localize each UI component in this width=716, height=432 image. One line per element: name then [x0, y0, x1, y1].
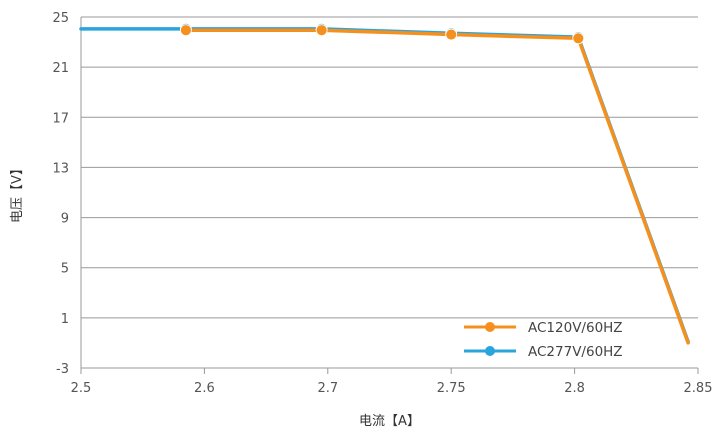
x-tick-label: 2.8 — [564, 381, 585, 396]
legend-swatch-marker — [485, 346, 495, 356]
grid-lines — [80, 16, 698, 369]
x-tick-label: 2.7 — [317, 381, 338, 396]
data-point — [572, 32, 585, 45]
data-point — [445, 28, 458, 41]
series-lines — [79, 23, 690, 345]
legend-item-1: AC277V/60HZ — [464, 344, 623, 360]
legend: AC120V/60HZ AC277V/60HZ — [464, 320, 623, 360]
y-tick-label: 21 — [52, 61, 69, 76]
y-axis-ticks: -3 1 5 9 13 17 21 25 — [52, 11, 69, 377]
y-tick-label: 13 — [52, 161, 69, 176]
legend-swatch-marker — [485, 322, 495, 332]
y-axis-title: 电压【V】 — [10, 162, 25, 223]
series-line-1 — [79, 27, 690, 344]
data-point — [179, 24, 192, 37]
y-tick-label: 17 — [52, 111, 69, 126]
y-tick-label: 1 — [61, 312, 69, 327]
series-line-0 — [184, 28, 690, 345]
y-tick-label: 5 — [61, 262, 69, 277]
x-tick-label: 2.85 — [684, 381, 713, 396]
x-tick-label: 2.5 — [71, 381, 92, 396]
x-tick-label: 2.6 — [194, 381, 215, 396]
x-axis-title: 电流【A】 — [359, 414, 420, 429]
legend-label: AC277V/60HZ — [528, 344, 623, 360]
y-tick-label: 25 — [52, 11, 69, 26]
y-tick-label: 9 — [61, 212, 69, 227]
legend-item-0: AC120V/60HZ — [464, 320, 623, 336]
x-tick-label: 2.75 — [437, 381, 466, 396]
y-tick-label: -3 — [56, 362, 69, 377]
data-point — [315, 24, 328, 37]
legend-label: AC120V/60HZ — [528, 320, 623, 336]
x-axis-ticks: 2.5 2.6 2.7 2.75 2.8 2.85 — [71, 368, 713, 396]
